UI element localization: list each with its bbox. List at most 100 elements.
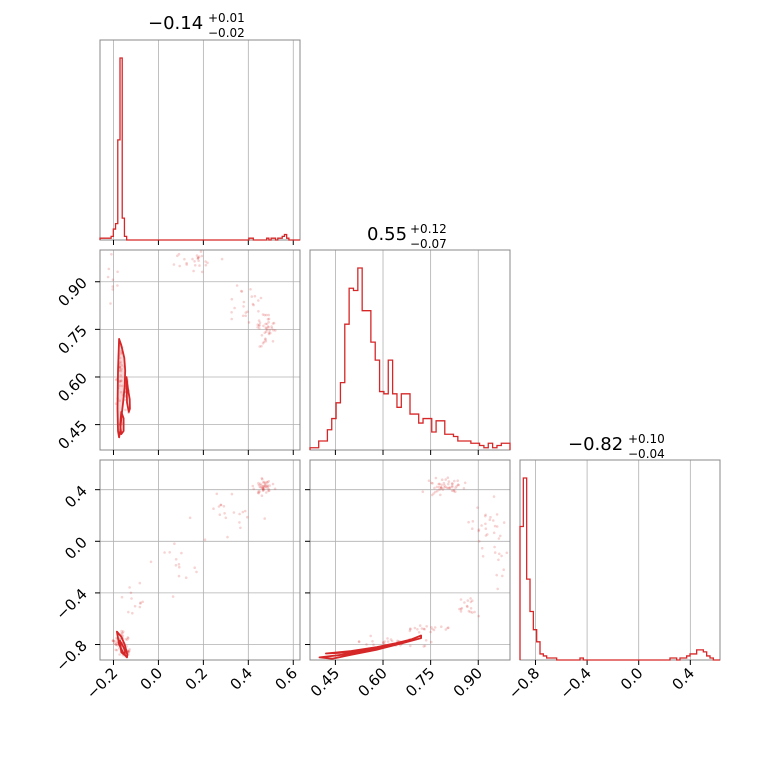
scatter-point	[469, 597, 472, 600]
scatter-point	[263, 331, 267, 335]
scatter-point	[261, 489, 265, 492]
scatter-point	[119, 360, 122, 364]
scatter-point	[120, 364, 124, 367]
scatter-point	[409, 628, 412, 631]
x-tick-label-param-0: 0.0	[137, 664, 167, 694]
scatter-point	[262, 480, 266, 484]
scatter-point	[114, 640, 118, 643]
scatter-point	[264, 330, 268, 334]
scatter-point	[439, 493, 442, 497]
scatter-point	[107, 267, 111, 271]
scatter-point	[469, 600, 473, 604]
scatter-point	[424, 639, 428, 642]
scatter-point	[251, 302, 255, 306]
scatter-point	[259, 483, 263, 487]
scatter-point	[119, 374, 123, 377]
histogram-param-1	[309, 267, 511, 450]
scatter-point	[451, 482, 454, 486]
scatter-point	[429, 630, 432, 634]
scatter-point	[267, 489, 270, 493]
scatter-point	[269, 331, 272, 335]
scatter-point	[220, 257, 224, 261]
scatter-point	[111, 278, 115, 282]
scatter-point	[119, 391, 123, 394]
scatter-point	[442, 481, 446, 485]
scatter-point	[262, 488, 265, 492]
scatter-point	[212, 507, 215, 511]
scatter-point	[252, 487, 255, 491]
scatter-point	[493, 524, 497, 528]
scatter-point	[244, 311, 248, 314]
scatter-point	[497, 537, 501, 540]
scatter-point	[116, 270, 119, 274]
scatter-point	[450, 489, 454, 493]
scatter-point	[258, 485, 262, 489]
scatter-point	[265, 328, 269, 332]
scatter-point	[457, 483, 460, 487]
scatter-point	[434, 490, 437, 494]
scatter-point	[266, 484, 270, 487]
scatter-point	[265, 313, 268, 317]
scatter-point	[173, 542, 176, 545]
scatter-point	[265, 322, 269, 326]
x-tick-label-param-1: 0.60	[354, 664, 390, 700]
scatter-point	[252, 303, 255, 307]
scatter-point	[431, 627, 434, 631]
scatter-point	[246, 310, 249, 314]
scatter-points-p2-vs-p0	[111, 477, 277, 658]
scatter-point	[195, 570, 198, 574]
scatter-point	[430, 481, 433, 485]
scatter-point	[131, 611, 134, 615]
scatter-point	[447, 482, 450, 486]
scatter-point	[121, 634, 125, 638]
scatter-point	[440, 483, 443, 487]
scatter-point	[115, 648, 119, 652]
scatter-point	[177, 563, 181, 566]
scatter-point	[496, 587, 500, 591]
scatter-point	[466, 599, 470, 602]
scatter-point	[257, 491, 261, 495]
scatter-point	[270, 327, 274, 330]
scatter-point	[443, 484, 446, 487]
scatter-point	[215, 492, 219, 496]
scatter-point	[432, 492, 435, 495]
scatter-point	[423, 627, 426, 631]
scatter-point	[492, 519, 495, 522]
scatter-point	[477, 539, 481, 543]
scatter-point	[262, 484, 266, 488]
scatter-point	[369, 634, 373, 638]
scatter-point	[459, 598, 463, 601]
scatter-point	[200, 270, 204, 274]
scatter-point	[455, 485, 459, 488]
scatter-point	[371, 640, 374, 643]
scatter-point	[118, 366, 122, 369]
scatter-point	[495, 573, 499, 577]
scatter-point	[493, 551, 497, 554]
contour-p2_vs_p1-6	[324, 638, 413, 655]
scatter-point	[222, 505, 226, 508]
hist-panel-param-1	[309, 249, 511, 455]
scatter-point	[409, 644, 412, 648]
scatter-point	[256, 326, 259, 329]
scatter-point	[191, 257, 194, 261]
scatter-point	[413, 626, 417, 630]
scatter-point	[119, 379, 123, 383]
scatter-point	[118, 399, 121, 403]
scatter-point	[188, 516, 192, 520]
scatter-point	[408, 629, 412, 633]
scatter-point	[196, 256, 200, 259]
scatter-point	[447, 486, 450, 490]
scatter-point	[446, 476, 450, 480]
scatter-point	[163, 551, 166, 554]
scatter-point	[238, 512, 241, 516]
scatter-point	[224, 516, 228, 520]
scatter-point	[217, 505, 221, 508]
scatter-point	[198, 264, 201, 267]
scatter-point	[445, 486, 449, 490]
scatter-point	[266, 485, 270, 489]
scatter-point	[270, 325, 273, 328]
scatter-point	[200, 254, 204, 258]
scatter-point	[122, 630, 125, 633]
scatter-point	[465, 604, 469, 608]
scatter-point	[176, 254, 179, 258]
